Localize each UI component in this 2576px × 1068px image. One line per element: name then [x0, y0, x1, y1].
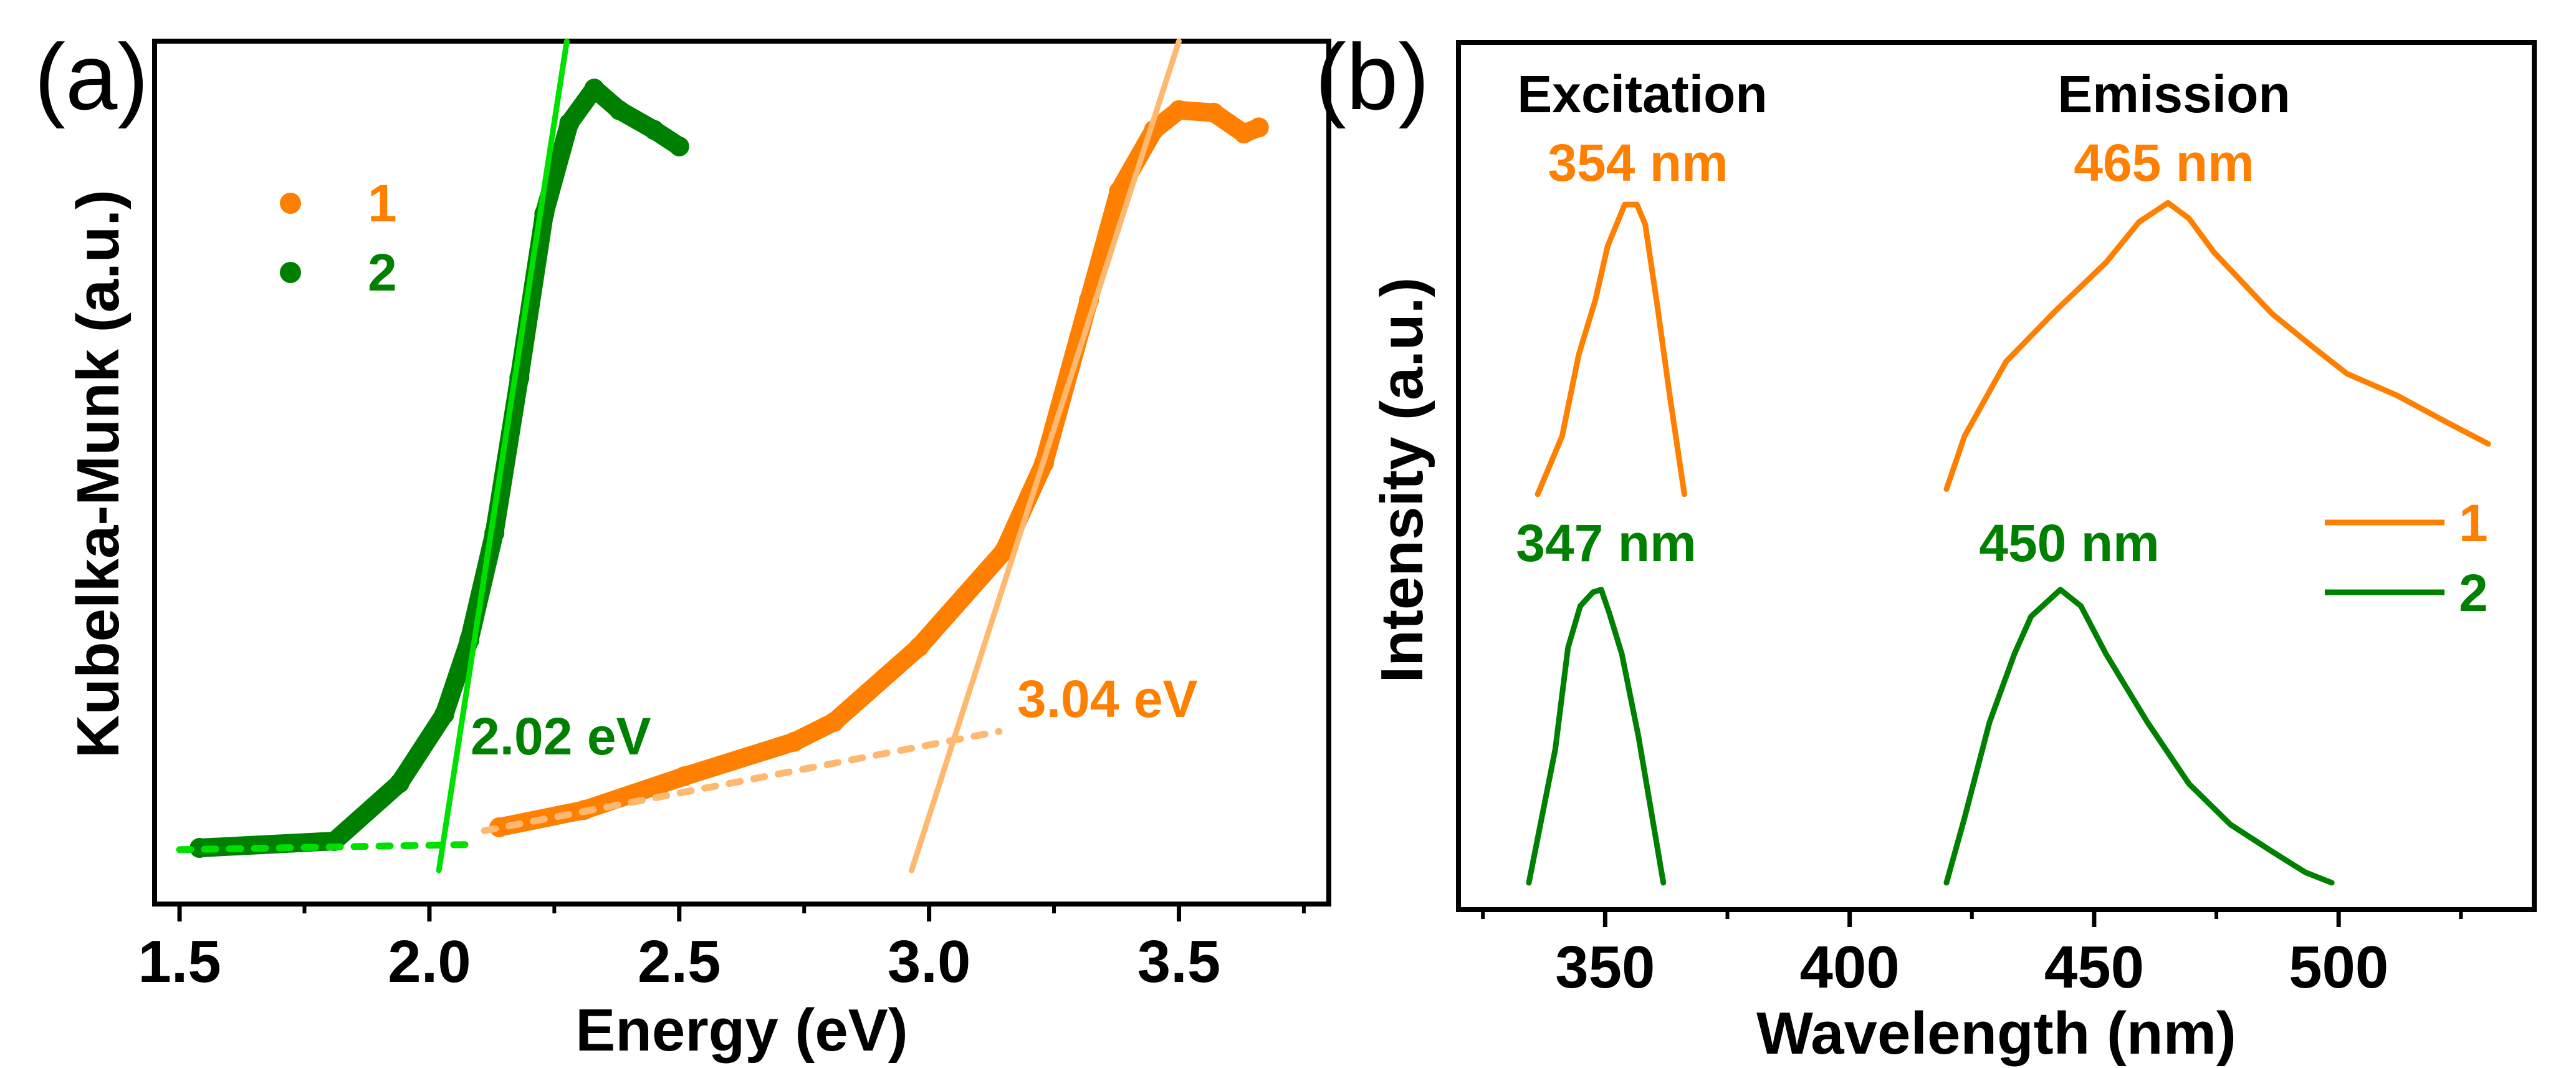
x-tick-label: 450	[2044, 934, 2144, 1001]
plot-frame-a	[152, 39, 1331, 907]
data-point-series-1	[784, 731, 805, 752]
x-tick-label: 2.5	[638, 928, 721, 995]
series-1-emission-line	[1943, 200, 2491, 492]
x-tick-label: 1.5	[138, 928, 221, 995]
peak-label-emission-1: 465 nm	[2074, 133, 2254, 192]
x-axis-title-a: Energy (eV)	[575, 997, 907, 1064]
legend-marker-1	[280, 193, 301, 214]
legend-label-2: 2	[2459, 564, 2488, 622]
data-point-series-1	[674, 766, 694, 787]
y-axis-title-b: Intensity (a.u.)	[1369, 277, 1435, 683]
fit-line-tangent-2	[436, 38, 570, 873]
data-point-series-1	[1233, 123, 1254, 144]
data-point-series-1	[1248, 117, 1269, 138]
header-excitation: Excitation	[1517, 65, 1767, 123]
x-tick-label: 350	[1555, 934, 1655, 1001]
legend-a: 1 2	[280, 174, 397, 302]
data-point-series-2	[584, 79, 605, 99]
legend-label-1: 1	[368, 174, 397, 233]
fit-lines-a	[176, 38, 1182, 873]
peak-label-excitation-1: 354 nm	[1548, 133, 1728, 192]
data-point-series-2	[644, 120, 664, 140]
fit-line-tangent-1	[909, 38, 1182, 873]
legend-marker-2	[280, 262, 301, 283]
series-a	[189, 79, 1269, 859]
x-axis-title-b: Wavelength (nm)	[1756, 1000, 2236, 1067]
panel-a-kubelka-munk-plot: (a) 1.5 2.0 2.5 3.0 3.5 Energy (eV) Kubelka-…	[34, 24, 1331, 1064]
panel-label-a: (a)	[34, 24, 148, 129]
x-tick-label: 3.0	[888, 928, 970, 995]
peak-label-emission-2: 450 nm	[1979, 514, 2160, 572]
legend-label-2: 2	[368, 243, 397, 302]
x-axis-ticks-a: 1.5 2.0 2.5 3.0 3.5	[138, 904, 1306, 995]
series-1-excitation-line	[1535, 201, 1687, 498]
panel-b-photoluminescence-plot: (b) 350 400 450 500 Wavelength (nm) Intensi…	[1315, 24, 2537, 1067]
x-tick-label: 2.0	[388, 928, 471, 995]
peak-label-excitation-2: 347 nm	[1516, 514, 1697, 572]
data-point-series-1	[994, 541, 1014, 561]
series-b	[1526, 200, 2491, 886]
annotation-gap-1: 3.04 eV	[1017, 670, 1198, 728]
x-axis-ticks-b: 350 400 450 500	[1481, 910, 2463, 1001]
data-point-series-2	[559, 113, 580, 133]
fit-line-baseline-2	[176, 841, 476, 854]
data-point-series-1	[1204, 102, 1224, 123]
data-point-series-2	[389, 773, 409, 794]
data-point-series-2	[434, 704, 454, 724]
legend-label-1: 1	[2459, 494, 2488, 552]
data-point-series-2	[609, 100, 630, 120]
panel-label-b: (b)	[1315, 24, 1429, 129]
data-point-series-2	[669, 136, 689, 156]
annotation-gap-2: 2.02 eV	[471, 707, 651, 766]
plot-frame-b	[1456, 40, 2537, 912]
header-emission: Emission	[2057, 65, 2290, 123]
series-2-excitation-line	[1526, 587, 1667, 886]
legend-b: 1 2	[2325, 494, 2488, 622]
data-point-series-1	[909, 637, 929, 657]
x-tick-label: 400	[1800, 934, 1900, 1001]
x-tick-label: 500	[2289, 934, 2388, 1001]
x-tick-label: 3.5	[1137, 928, 1220, 995]
data-point-series-1	[1109, 181, 1129, 201]
series-2-emission-line	[1943, 587, 2335, 886]
fit-line-baseline-1	[481, 728, 1003, 834]
data-point-series-1	[824, 711, 845, 732]
data-point-series-1	[1169, 100, 1189, 120]
y-axis-title-a: Kubelka-Munk (a.u.)	[65, 190, 132, 758]
data-point-series-2	[189, 838, 210, 859]
